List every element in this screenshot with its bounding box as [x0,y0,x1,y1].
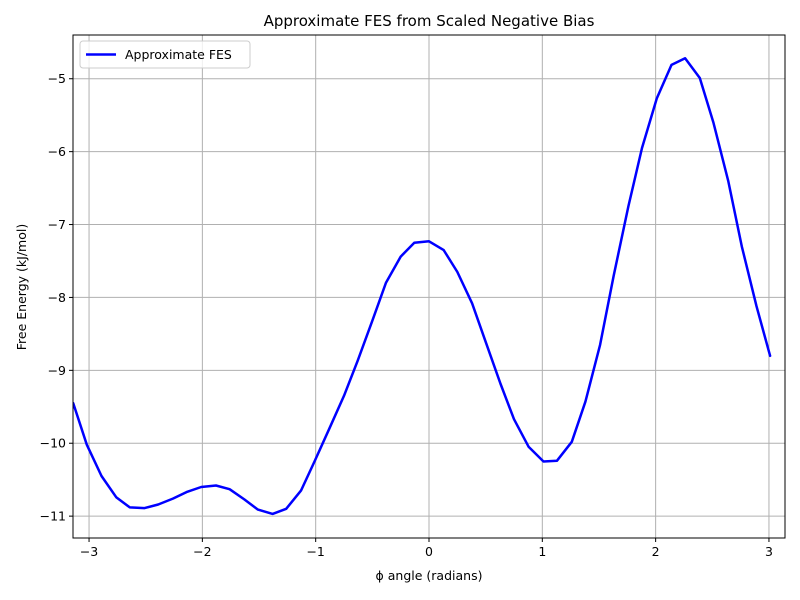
y-tick-label: −7 [48,217,66,232]
x-tick-label: 2 [652,544,660,559]
y-axis-label: Free Energy (kJ/mol) [14,224,29,350]
grid-layer [73,35,785,538]
series-line-0 [73,57,772,516]
x-tick-label: 0 [425,544,433,559]
legend-label: Approximate FES [125,47,232,62]
y-tick-label: −8 [48,290,66,305]
y-tick-label: −9 [48,363,66,378]
data-layer [73,57,772,516]
chart-title: Approximate FES from Scaled Negative Bia… [264,12,595,30]
y-tick-label: −11 [40,509,66,524]
x-axis-label: ϕ angle (radians) [376,568,483,583]
y-tick-label: −10 [40,436,66,451]
x-tick-label: −3 [80,544,98,559]
x-tick-label: −2 [193,544,211,559]
x-tick-label: −1 [306,544,324,559]
y-tick-label: −5 [48,71,66,86]
x-tick-label: 3 [765,544,773,559]
y-tick-label: −6 [48,144,66,159]
tick-layer: −3 −2 −1 0 1 2 3−11−10−9−8−7−6−5 [40,71,773,559]
x-tick-label: 1 [538,544,546,559]
legend: Approximate FES [79,40,251,69]
legend-box [79,40,251,69]
